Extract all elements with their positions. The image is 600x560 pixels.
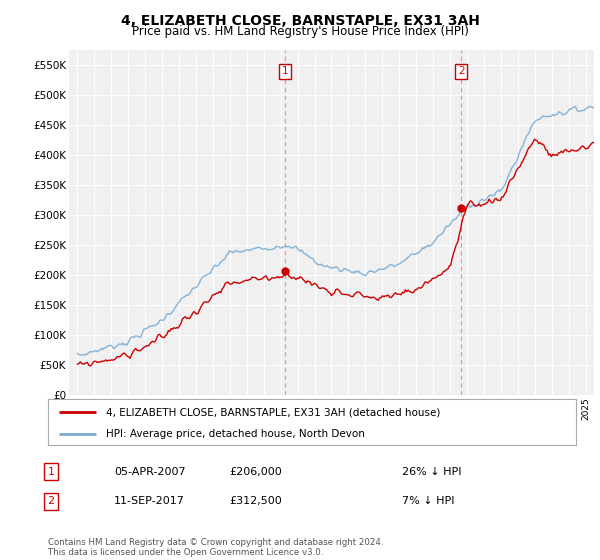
Text: 4, ELIZABETH CLOSE, BARNSTAPLE, EX31 3AH (detached house): 4, ELIZABETH CLOSE, BARNSTAPLE, EX31 3AH…: [106, 407, 440, 417]
Text: Contains HM Land Registry data © Crown copyright and database right 2024.
This d: Contains HM Land Registry data © Crown c…: [48, 538, 383, 557]
Text: £312,500: £312,500: [229, 496, 282, 506]
Text: 2: 2: [47, 496, 55, 506]
Text: 7% ↓ HPI: 7% ↓ HPI: [402, 496, 455, 506]
Text: 11-SEP-2017: 11-SEP-2017: [114, 496, 185, 506]
Text: 05-APR-2007: 05-APR-2007: [114, 466, 185, 477]
Text: 1: 1: [281, 67, 288, 76]
Text: HPI: Average price, detached house, North Devon: HPI: Average price, detached house, Nort…: [106, 429, 365, 438]
Text: 4, ELIZABETH CLOSE, BARNSTAPLE, EX31 3AH: 4, ELIZABETH CLOSE, BARNSTAPLE, EX31 3AH: [121, 14, 479, 28]
Text: 1: 1: [47, 466, 55, 477]
Text: £206,000: £206,000: [229, 466, 282, 477]
Text: Price paid vs. HM Land Registry's House Price Index (HPI): Price paid vs. HM Land Registry's House …: [131, 25, 469, 38]
Text: 2: 2: [458, 67, 465, 76]
Text: 26% ↓ HPI: 26% ↓ HPI: [402, 466, 461, 477]
